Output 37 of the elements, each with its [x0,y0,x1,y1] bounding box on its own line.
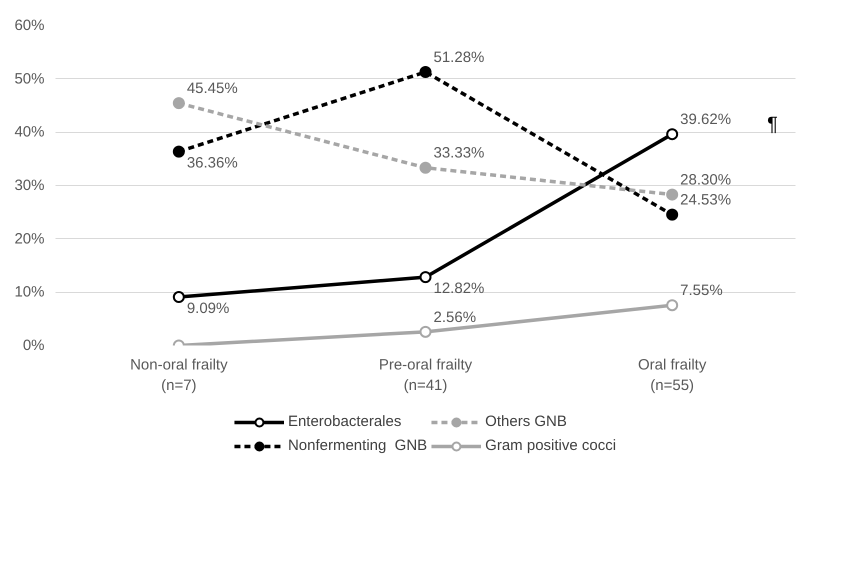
y-tick-label: 30% [14,177,45,194]
point [666,208,678,221]
data-label: 2.56% [434,308,476,326]
y-tick-label: 10% [14,284,45,301]
data-label: 45.45% [186,80,238,98]
point [172,291,185,304]
data-label: 51.28% [434,49,484,66]
data-label: 36.36% [186,154,238,172]
point [666,128,678,140]
y-tick-label: 50% [14,70,45,88]
y-tick-label: 60% [14,17,45,34]
annotation: ¶ [767,114,778,136]
x-tick-label: Non-oral frailty (n=7) [130,356,228,394]
y-tick-label: 0% [22,337,45,354]
point [420,271,432,284]
point [172,97,185,110]
point [172,146,185,158]
y-tick-label: 40% [14,124,45,141]
point [420,162,432,174]
point [420,326,432,338]
legend-label: Others GNB [485,413,567,430]
point [666,299,678,312]
data-label: 7.55% [680,282,723,300]
point [666,188,678,201]
x-tick-label: Oral frailty (n=55) [638,356,707,394]
point [420,66,432,78]
legend-label: Gram positive cocci [485,437,616,454]
data-label: 12.82% [434,280,484,298]
y-tick-label: 20% [14,230,45,248]
data-label: 33.33% [434,144,484,162]
data-label: 24.53% [680,192,732,209]
data-label: 39.62% [680,111,732,128]
data-label: 9.09% [186,300,230,318]
x-tick-label: Pre-oral frailty (n=41) [378,356,473,394]
data-label: 28.30% [680,172,732,189]
legend-label: Nonfermenting GNB [288,437,428,454]
legend-label: Enterobacterales [288,413,402,430]
